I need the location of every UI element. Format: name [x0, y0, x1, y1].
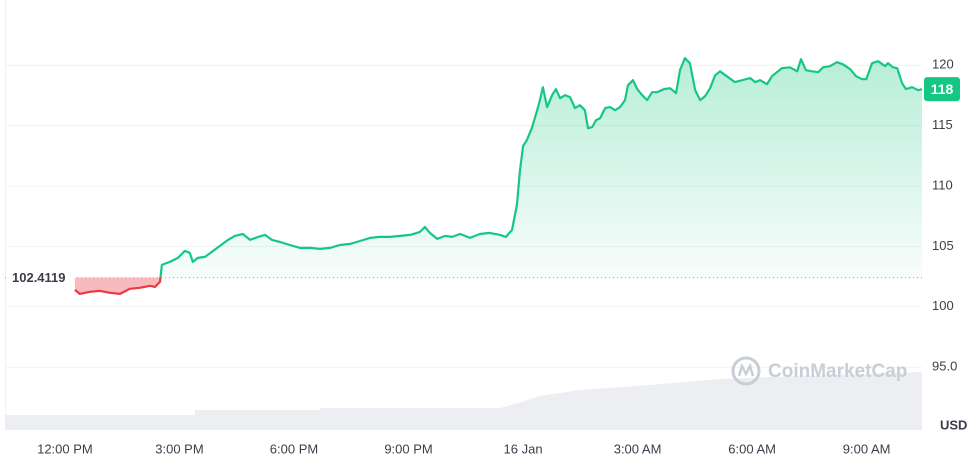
y-tick-label: 115	[932, 117, 953, 132]
x-tick-label: 6:00 PM	[270, 441, 318, 456]
x-tick-label: 3:00 AM	[614, 441, 662, 456]
y-tick-label: 100	[932, 298, 954, 313]
x-tick-label: 12:00 PM	[37, 441, 93, 456]
baseline-label: 102.4119	[12, 270, 66, 285]
price-area	[74, 58, 922, 294]
watermark-text: CoinMarketCap	[768, 361, 907, 382]
x-tick-label: 9:00 AM	[843, 441, 891, 456]
volume-area	[5, 372, 922, 430]
x-tick-label: 3:00 PM	[155, 441, 203, 456]
y-tick-label: 105	[932, 238, 954, 253]
last-price-label: 118	[931, 81, 954, 97]
last-price-badge	[924, 77, 960, 102]
baseline-label-bg	[6, 268, 74, 287]
y-tick-label: 120	[932, 57, 954, 72]
y-tick-label: 110	[932, 177, 953, 192]
watermark: CoinMarketCap	[731, 356, 907, 386]
price-line	[74, 57, 923, 295]
x-tick-label: 9:00 PM	[384, 441, 432, 456]
axis-unit: USD	[940, 417, 967, 432]
x-tick-label: 16 Jan	[504, 441, 543, 456]
x-tick-label: 6:00 AM	[728, 441, 776, 456]
y-tick-label: 95.0	[932, 359, 957, 374]
